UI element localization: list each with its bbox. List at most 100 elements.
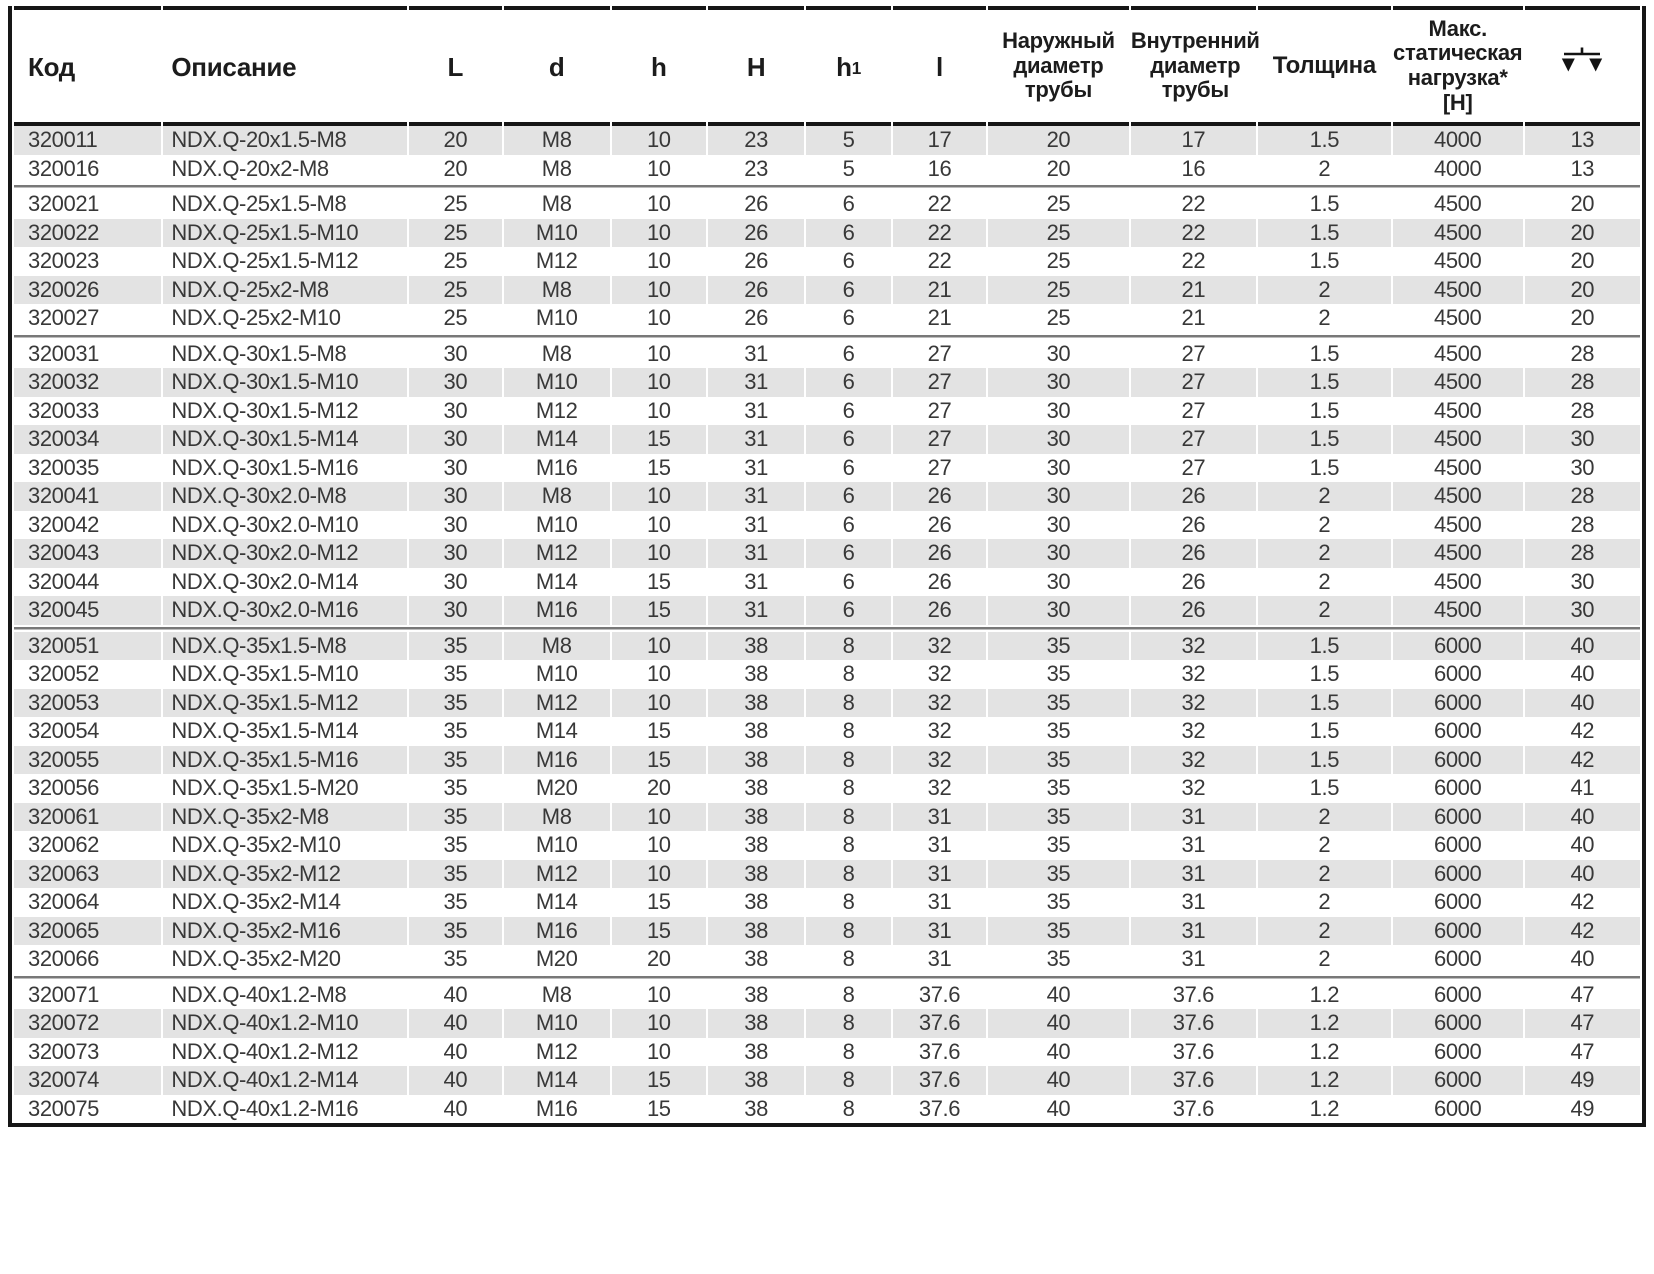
- cell-code: 320026: [14, 275, 162, 304]
- cell-L: 25: [408, 218, 502, 247]
- cell-description: NDX.Q-30x1.5-M10: [163, 368, 407, 397]
- cell-inner_pipe_diameter: 37.6: [1130, 980, 1256, 1009]
- cell-outer_pipe_diameter: 40: [987, 1094, 1129, 1123]
- cell-L: 40: [408, 980, 502, 1009]
- cell-weight: 20: [1524, 190, 1640, 219]
- cell-inner_pipe_diameter: 37.6: [1130, 1009, 1256, 1038]
- cell-h: 15: [611, 888, 707, 917]
- cell-L: 30: [408, 510, 502, 539]
- cell-H: 31: [708, 396, 805, 425]
- cell-weight: 40: [1524, 945, 1640, 974]
- cell-weight: 28: [1524, 396, 1640, 425]
- cell-description: NDX.Q-25x1.5-M12: [163, 247, 407, 276]
- cell-outer_pipe_diameter: 35: [987, 745, 1129, 774]
- cell-L: 40: [408, 1009, 502, 1038]
- cell-weight: 30: [1524, 596, 1640, 625]
- cell-code: 320074: [14, 1066, 162, 1095]
- cell-h: 10: [611, 339, 707, 368]
- cell-inner_pipe_diameter: 16: [1130, 154, 1256, 183]
- cell-description: NDX.Q-40x1.2-M8: [163, 980, 407, 1009]
- cell-weight: 40: [1524, 631, 1640, 660]
- cell-max_static_load: 6000: [1392, 1094, 1523, 1123]
- table-row: 320055 NDX.Q-35x1.5-M16 35 M16 15 38 8 32 35 32 1.…: [14, 745, 1640, 774]
- cell-H: 26: [708, 275, 805, 304]
- cell-max_static_load: 6000: [1392, 774, 1523, 803]
- cell-h1: 6: [806, 368, 892, 397]
- cell-l: 37.6: [893, 980, 986, 1009]
- column-label-h: h: [650, 51, 667, 82]
- cell-inner_pipe_diameter: 17: [1130, 126, 1256, 155]
- cell-description: NDX.Q-35x2-M20: [163, 945, 407, 974]
- cell-L: 30: [408, 396, 502, 425]
- cell-inner_pipe_diameter: 31: [1130, 802, 1256, 831]
- cell-max_static_load: 6000: [1392, 980, 1523, 1009]
- cell-outer_pipe_diameter: 35: [987, 631, 1129, 660]
- cell-h1: 8: [806, 660, 892, 689]
- cell-thickness: 2: [1257, 482, 1391, 511]
- column-label-l: l: [936, 51, 943, 82]
- cell-max_static_load: 4500: [1392, 396, 1523, 425]
- cell-code: 320064: [14, 888, 162, 917]
- cell-weight: 28: [1524, 539, 1640, 568]
- cell-inner_pipe_diameter: 26: [1130, 539, 1256, 568]
- cell-L: 20: [408, 154, 502, 183]
- cell-H: 38: [708, 1037, 805, 1066]
- cell-thickness: 2: [1257, 802, 1391, 831]
- cell-weight: 13: [1524, 126, 1640, 155]
- column-header-h: h: [611, 6, 707, 126]
- group-separator-row: [14, 973, 1640, 981]
- table-row: 320023 NDX.Q-25x1.5-M12 25 M12 10 26 6 22 25 22 1.…: [14, 247, 1640, 276]
- cell-h1: 8: [806, 1037, 892, 1066]
- table-row: 320032 NDX.Q-30x1.5-M10 30 M10 10 31 6 27 30 27 1.…: [14, 368, 1640, 397]
- cell-l: 31: [893, 831, 986, 860]
- cell-L: 20: [408, 126, 502, 155]
- cell-outer_pipe_diameter: 30: [987, 396, 1129, 425]
- cell-description: NDX.Q-30x1.5-M14: [163, 425, 407, 454]
- cell-code: 320065: [14, 916, 162, 945]
- cell-l: 26: [893, 510, 986, 539]
- column-label-description: Описание: [171, 51, 297, 82]
- cell-H: 38: [708, 980, 805, 1009]
- cell-inner_pipe_diameter: 37.6: [1130, 1037, 1256, 1066]
- table-row: 320044 NDX.Q-30x2.0-M14 30 M14 15 31 6 26 30 26 2 4…: [14, 567, 1640, 596]
- cell-H: 31: [708, 339, 805, 368]
- cell-outer_pipe_diameter: 30: [987, 539, 1129, 568]
- cell-H: 31: [708, 510, 805, 539]
- cell-max_static_load: 6000: [1392, 916, 1523, 945]
- cell-outer_pipe_diameter: 30: [987, 510, 1129, 539]
- cell-thickness: 1.2: [1257, 980, 1391, 1009]
- cell-description: NDX.Q-25x1.5-M10: [163, 218, 407, 247]
- cell-l: 22: [893, 218, 986, 247]
- cell-max_static_load: 6000: [1392, 1037, 1523, 1066]
- cell-description: NDX.Q-20x2-M8: [163, 154, 407, 183]
- cell-weight: 40: [1524, 859, 1640, 888]
- cell-outer_pipe_diameter: 40: [987, 1009, 1129, 1038]
- cell-h: 15: [611, 745, 707, 774]
- cell-H: 38: [708, 802, 805, 831]
- table-row: 320043 NDX.Q-30x2.0-M12 30 M12 10 31 6 26 30 26 2 4…: [14, 539, 1640, 568]
- table-row: 320073 NDX.Q-40x1.2-M12 40 M12 10 38 8 37.6 40 37…: [14, 1037, 1640, 1066]
- cell-thickness: 1.5: [1257, 631, 1391, 660]
- cell-max_static_load: 6000: [1392, 717, 1523, 746]
- cell-inner_pipe_diameter: 26: [1130, 567, 1256, 596]
- group-separator: [14, 973, 1640, 981]
- cell-l: 31: [893, 945, 986, 974]
- cell-code: 320016: [14, 154, 162, 183]
- cell-H: 26: [708, 218, 805, 247]
- cell-max_static_load: 4500: [1392, 567, 1523, 596]
- column-header-d: d: [503, 6, 610, 126]
- cell-h: 15: [611, 1066, 707, 1095]
- cell-d: M8: [503, 275, 610, 304]
- cell-outer_pipe_diameter: 35: [987, 660, 1129, 689]
- cell-outer_pipe_diameter: 20: [987, 154, 1129, 183]
- table-row: 320022 NDX.Q-25x1.5-M10 25 M10 10 26 6 22 25 22 1.…: [14, 218, 1640, 247]
- cell-L: 30: [408, 453, 502, 482]
- cell-h: 10: [611, 368, 707, 397]
- table-row: 320042 NDX.Q-30x2.0-M10 30 M10 10 31 6 26 30 26 2 4…: [14, 510, 1640, 539]
- cell-h: 10: [611, 190, 707, 219]
- cell-h: 10: [611, 396, 707, 425]
- cell-outer_pipe_diameter: 25: [987, 275, 1129, 304]
- cell-d: M8: [503, 339, 610, 368]
